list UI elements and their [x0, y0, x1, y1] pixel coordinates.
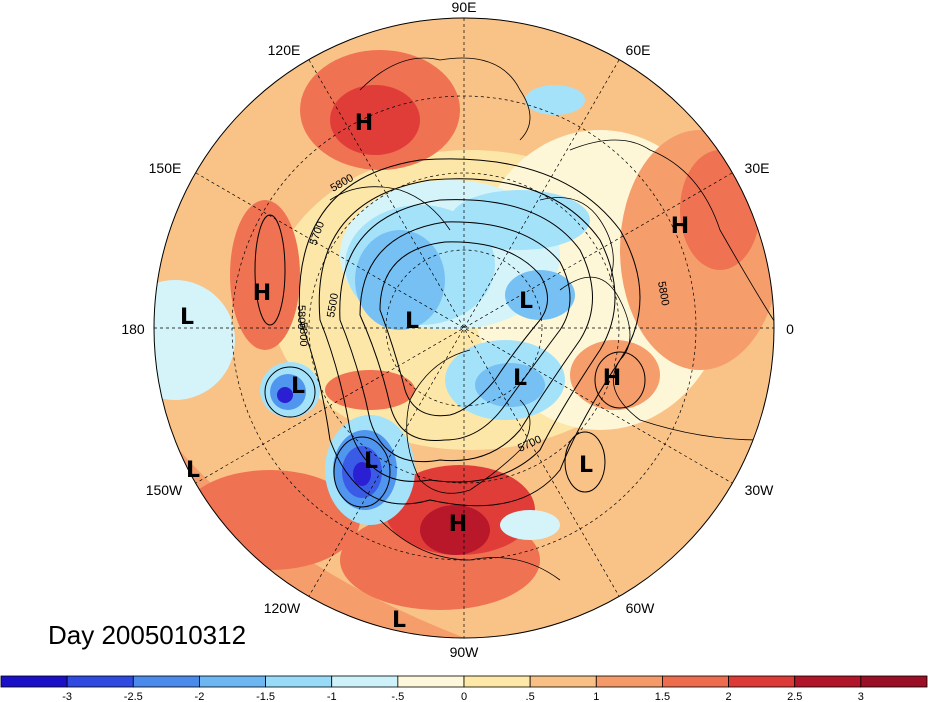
- high-center: H: [603, 366, 621, 391]
- colorbar-box: [662, 675, 729, 688]
- graticule: [154, 18, 774, 638]
- lon-label-150w: 150W: [146, 482, 183, 498]
- low-center: L: [579, 453, 593, 478]
- colorbar-tick-label: -2.5: [124, 691, 143, 702]
- colorbar-box: [397, 675, 465, 688]
- pressure-centers: H H H H H L L L L L L L L L: [180, 111, 689, 633]
- contour-label: 5500: [325, 292, 341, 318]
- low-center: L: [180, 305, 194, 330]
- colorbar: -3 -2.5 -2 -1.5 -1 -.5 0 .5 1 1.5 2 2.5 3: [0, 675, 928, 702]
- contour-label: 5800: [655, 280, 671, 306]
- colorbar-tick-label: 2: [726, 691, 732, 702]
- colorbar-box: [66, 675, 134, 688]
- colorbar-tick-label: 0: [461, 691, 467, 702]
- low-center: L: [186, 458, 200, 483]
- colorbar-tick-label: -.5: [391, 691, 404, 702]
- colorbar-tick-label: 2.5: [787, 691, 802, 702]
- colorbar-box: [0, 675, 68, 688]
- lon-label-150e: 150E: [149, 160, 182, 176]
- lon-label-0: 0: [786, 321, 794, 337]
- contour-label: 5800: [295, 305, 307, 329]
- colorbar-boxes: [0, 675, 928, 688]
- high-center: H: [449, 512, 467, 537]
- colorbar-tick-labels: -3 -2.5 -2 -1.5 -1 -.5 0 .5 1 1.5 2 2.5 3: [62, 691, 864, 702]
- lon-label-90w: 90W: [450, 644, 480, 660]
- colorbar-tick-label: .5: [526, 691, 535, 702]
- colorbar-tick-label: 1: [593, 691, 599, 702]
- low-center: L: [291, 374, 305, 399]
- colorbar-tick-label: -2: [195, 691, 205, 702]
- lon-label-30e: 30E: [745, 160, 770, 176]
- colorbar-tick-label: -1: [327, 691, 337, 702]
- colorbar-box: [331, 675, 399, 688]
- low-center: L: [513, 366, 527, 391]
- low-center: L: [519, 289, 533, 314]
- contour-label: 5800: [297, 322, 309, 346]
- colorbar-box: [199, 675, 266, 688]
- lon-label-120e: 120E: [268, 42, 301, 58]
- colorbar-box: [595, 675, 663, 688]
- colorbar-tick-label: -3: [62, 691, 72, 702]
- lon-label-90e: 90E: [452, 0, 477, 15]
- colorbar-tick-label: 1.5: [655, 691, 670, 702]
- colorbar-box: [860, 675, 928, 688]
- colorbar-tick-label: 3: [858, 691, 864, 702]
- day-label: Day 2005010312: [48, 620, 247, 650]
- low-center: L: [405, 309, 419, 334]
- map-border: [153, 17, 775, 639]
- colorbar-box: [132, 675, 200, 688]
- colorbar-box: [265, 675, 333, 688]
- colorbar-box: [463, 675, 531, 688]
- high-center: H: [355, 111, 373, 136]
- high-center: H: [253, 281, 271, 306]
- colorbar-tick-label: -1.5: [256, 691, 275, 702]
- lon-label-60e: 60E: [626, 42, 651, 58]
- lon-label-30w: 30W: [745, 482, 775, 498]
- low-center: L: [392, 608, 406, 633]
- lon-label-120w: 120W: [264, 600, 301, 616]
- colorbar-box: [794, 675, 862, 688]
- colorbar-box: [728, 675, 796, 688]
- low-center: L: [364, 449, 378, 474]
- colorbar-box: [529, 675, 597, 688]
- longitude-labels: 90E 60E 30E 0 30W 60W 90W 120W 150W 180 …: [121, 0, 794, 660]
- height-contours: [254, 158, 646, 508]
- high-center: H: [671, 214, 689, 239]
- lon-label-180: 180: [121, 321, 145, 337]
- lon-label-60w: 60W: [626, 600, 656, 616]
